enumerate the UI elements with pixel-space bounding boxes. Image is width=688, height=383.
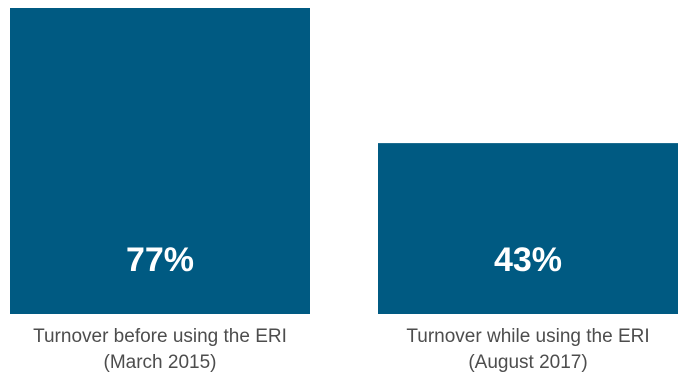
bar-2	[378, 143, 678, 314]
bar-1	[10, 8, 310, 314]
category-label-1-line-2: (March 2015)	[104, 352, 217, 373]
category-label-2-line-2: (August 2017)	[468, 352, 587, 373]
category-label-2-line-1: Turnover while using the ERI	[406, 326, 649, 347]
bar-value-label-2: 43%	[494, 241, 562, 279]
category-label-1-line-1: Turnover before using the ERI	[33, 326, 287, 347]
bar-value-label-1: 77%	[126, 241, 194, 279]
